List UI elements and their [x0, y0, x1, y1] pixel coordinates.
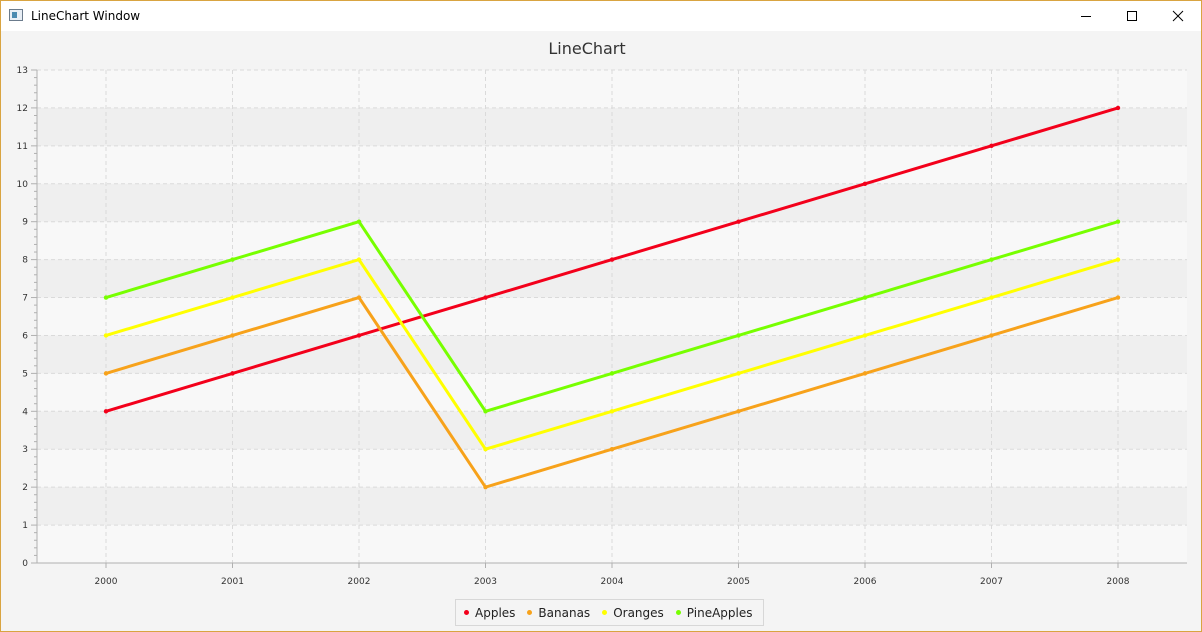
data-point-apples [103, 409, 109, 414]
y-tick-label: 0 [22, 559, 28, 569]
data-point-oranges [862, 333, 868, 338]
data-point-bananas [989, 333, 994, 338]
data-point-bananas [103, 371, 109, 376]
legend-marker [602, 610, 608, 615]
y-tick-label: 3 [22, 445, 28, 455]
chart-legend: Apples Bananas Oranges PineApples [455, 599, 764, 626]
data-point-bananas [736, 409, 741, 414]
data-point-oranges [736, 371, 741, 376]
legend-label: Bananas [538, 605, 591, 620]
y-tick-label: 12 [17, 104, 28, 114]
data-point-bananas [862, 371, 868, 376]
maximize-button[interactable] [1109, 1, 1155, 31]
y-tick-label: 1 [22, 521, 28, 531]
data-point-oranges [356, 257, 362, 262]
grid-band [37, 259, 1187, 298]
x-tick-label: 2006 [854, 577, 877, 587]
y-tick-label: 6 [22, 331, 28, 341]
data-point-apples [736, 219, 741, 224]
data-point-oranges [1115, 257, 1121, 262]
x-tick-label: 2000 [95, 577, 118, 587]
data-point-oranges [609, 409, 615, 414]
data-point-oranges [230, 295, 235, 300]
y-tick-label: 9 [22, 218, 28, 228]
legend-item-bananas: Bananas [527, 606, 590, 620]
legend-marker [464, 610, 469, 615]
chart-series [103, 105, 1121, 490]
data-point-pineapples [989, 257, 994, 262]
data-point-pineapples [356, 219, 362, 224]
data-point-oranges [989, 295, 994, 300]
x-tick-label: 2002 [348, 577, 371, 587]
window-title: LineChart Window [31, 9, 141, 23]
y-tick-label: 4 [22, 407, 28, 417]
data-point-pineapples [1115, 219, 1121, 224]
data-point-apples [356, 333, 362, 338]
data-point-pineapples [230, 257, 235, 262]
data-point-bananas [1115, 295, 1121, 300]
data-point-bananas [609, 447, 615, 452]
app-icon [9, 9, 23, 21]
x-tick-label: 2003 [474, 577, 497, 587]
data-point-apples [230, 371, 235, 376]
y-tick-label: 5 [22, 369, 28, 379]
data-point-pineapples [483, 409, 488, 414]
y-tick-label: 7 [22, 294, 28, 304]
data-point-apples [483, 295, 488, 300]
data-point-pineapples [736, 333, 741, 338]
close-icon [1172, 10, 1184, 22]
x-tick-label: 2001 [221, 577, 244, 587]
data-point-apples [609, 257, 615, 262]
data-point-bananas [356, 295, 362, 300]
data-point-apples [862, 181, 868, 186]
maximize-icon [1127, 11, 1137, 21]
data-point-apples [1115, 105, 1121, 111]
data-point-bananas [230, 333, 235, 338]
minimize-icon [1081, 16, 1091, 17]
legend-marker [675, 610, 681, 615]
minimize-button[interactable] [1063, 1, 1109, 31]
data-point-pineapples [862, 295, 868, 300]
y-tick-label: 2 [22, 483, 28, 493]
y-tick-label: 13 [17, 66, 28, 76]
legend-label: PineApples [686, 605, 753, 620]
data-point-pineapples [609, 371, 615, 376]
x-tick-label: 2007 [980, 577, 1003, 587]
legend-label: Apples [475, 605, 516, 620]
data-point-oranges [483, 447, 488, 452]
chart-title: LineChart [548, 39, 625, 58]
chart-area: LineChart 0 1 2 3 4 5 6 7 8 9 10 11 12 13 2000 2001 2002… [1, 31, 1201, 631]
legend-item-apples: Apples [464, 606, 515, 620]
y-tick-label: 10 [17, 180, 29, 190]
legend-label: Oranges [613, 605, 664, 620]
data-point-oranges [103, 333, 109, 338]
y-tick-label: 11 [17, 142, 28, 152]
data-point-bananas [483, 484, 488, 490]
legend-marker [527, 610, 533, 615]
x-tick-label: 2008 [1107, 577, 1130, 587]
data-point-pineapples [103, 295, 109, 300]
x-tick-label: 2005 [727, 577, 750, 587]
y-tick-label: 8 [22, 256, 28, 266]
title-bar[interactable]: LineChart Window [1, 1, 1201, 31]
x-tick-label: 2004 [601, 577, 624, 587]
legend-item-pineapples: PineApples [675, 605, 753, 620]
legend-item-oranges: Oranges [602, 606, 664, 620]
close-button[interactable] [1155, 1, 1201, 31]
data-point-apples [989, 143, 994, 149]
